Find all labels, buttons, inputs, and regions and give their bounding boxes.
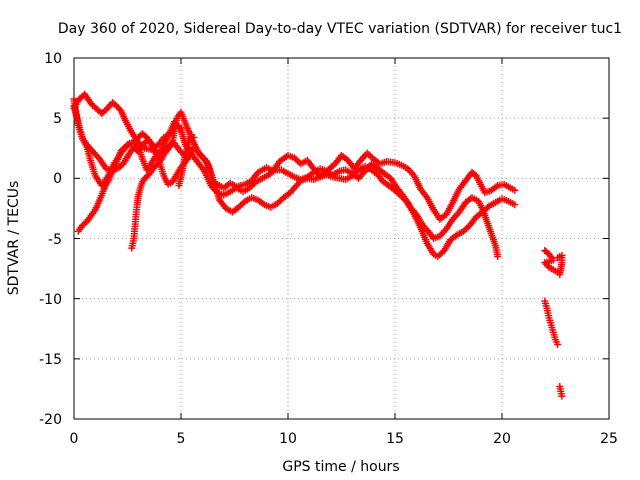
data-points	[70, 90, 566, 400]
data-point	[177, 124, 185, 132]
y-tick-label-5: 5	[53, 111, 62, 127]
data-point	[250, 179, 258, 187]
data-point	[451, 232, 459, 240]
data-point	[156, 157, 164, 165]
data-point	[259, 200, 267, 208]
y-axis-label: SDTVAR / TECUs	[6, 181, 22, 296]
data-point	[484, 204, 492, 212]
data-point	[240, 199, 248, 207]
data-point	[494, 253, 502, 261]
y-tick-label-minus15: -15	[39, 352, 62, 368]
y-tick-label-minus10: -10	[39, 292, 62, 308]
data-point	[558, 392, 566, 400]
data-point	[544, 262, 552, 270]
axis-ticks	[73, 57, 610, 420]
series-track-g	[541, 247, 566, 400]
data-point	[201, 156, 209, 164]
chart-title: Day 360 of 2020, Sidereal Day-to-day VTE…	[58, 21, 622, 37]
series-track-d	[74, 121, 185, 235]
y-tick-label-10: 10	[44, 51, 62, 67]
data-point	[554, 340, 562, 348]
data-point	[270, 167, 278, 175]
y-tick-label-minus20: -20	[39, 412, 62, 428]
data-point	[124, 141, 132, 149]
data-point	[511, 186, 519, 194]
x-tick-label-0: 0	[70, 431, 79, 447]
x-tick-label-20: 20	[493, 431, 511, 447]
x-tick-label-25: 25	[600, 431, 618, 447]
series-track-f	[175, 131, 198, 190]
data-point	[492, 183, 500, 191]
data-point	[353, 167, 361, 175]
y-tick-label-minus5: -5	[48, 232, 62, 248]
data-point	[511, 201, 519, 209]
x-tick-labels: 0 5 10 15 20 25	[70, 431, 618, 447]
data-point	[190, 133, 198, 141]
data-point	[295, 178, 303, 186]
y-tick-label-0: 0	[53, 171, 62, 187]
data-point	[116, 105, 124, 113]
data-point	[402, 197, 410, 205]
y-tick-labels: -20 -15 -10 -5 0 5 10	[39, 51, 62, 428]
series-track-e	[128, 139, 191, 252]
x-tick-label-10: 10	[279, 431, 297, 447]
grid-lines	[74, 58, 609, 419]
x-axis-label: GPS time / hours	[282, 459, 399, 475]
data-point	[554, 254, 562, 262]
x-tick-label-5: 5	[177, 431, 186, 447]
x-tick-label-15: 15	[386, 431, 404, 447]
data-point	[94, 153, 102, 161]
